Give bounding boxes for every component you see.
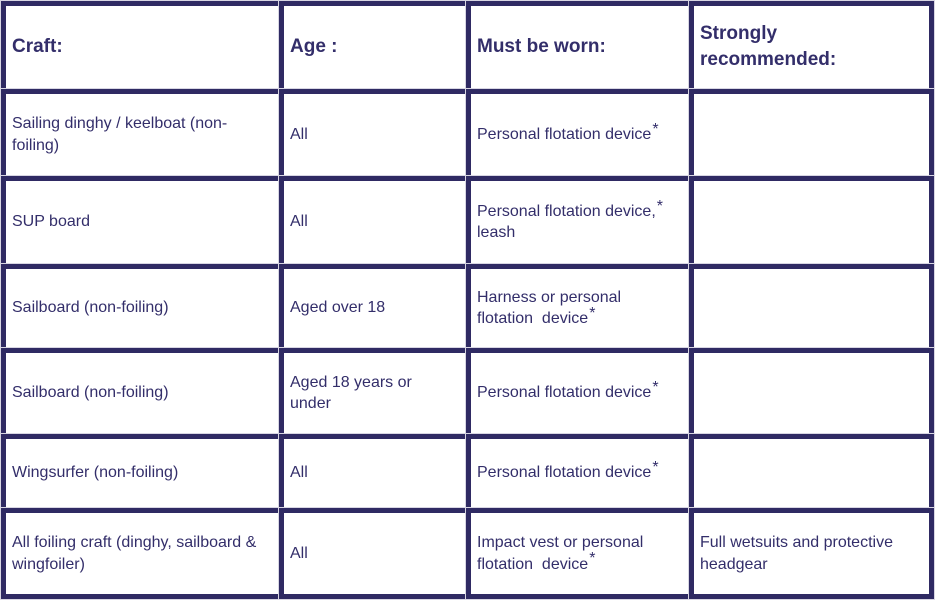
- cell-text: Sailboard (non-foiling): [12, 299, 169, 317]
- header-cell-craft: Craft:: [1, 1, 278, 88]
- cell-text: Personal flotation device*: [477, 379, 659, 403]
- header-cell-age: Age :: [279, 1, 465, 88]
- cell-age-row5: All: [279, 434, 465, 507]
- cell-craft-row6: All foiling craft (dinghy, sailboard & w…: [1, 508, 278, 599]
- cell-age-row6: All: [279, 508, 465, 599]
- cell-craft-row5: Wingsurfer (non-foiling): [1, 434, 278, 507]
- asterisk: *: [589, 304, 596, 322]
- asterisk: *: [589, 550, 596, 568]
- header-cell-must-be-worn: Must be worn:: [466, 1, 688, 88]
- cell-text: Full wetsuits and protective headgear: [700, 534, 893, 573]
- cell-worn-row1: Personal flotation device*: [466, 89, 688, 175]
- header-label-age: Age :: [290, 36, 338, 58]
- cell-text: Aged over 18: [290, 299, 386, 317]
- worn-text: Personal flotation device,: [477, 202, 656, 220]
- asterisk: *: [652, 459, 659, 477]
- cell-recommended-row2: [689, 176, 934, 263]
- cell-recommended-row1: [689, 89, 934, 175]
- header-cell-strongly-recommended: Strongly recommended:: [689, 1, 934, 88]
- cell-worn-row4: Personal flotation device*: [466, 348, 688, 433]
- cell-text: Personal flotation device,* leash: [477, 198, 680, 243]
- cell-text: Sailing dinghy / keelboat (non-foiling): [12, 115, 228, 154]
- cell-recommended-row5: [689, 434, 934, 507]
- cell-text: All: [290, 125, 308, 143]
- cell-worn-row2: Personal flotation device,* leash: [466, 176, 688, 263]
- cell-recommended-row6: Full wetsuits and protective headgear: [689, 508, 934, 599]
- cell-text: All: [290, 544, 308, 562]
- cell-worn-row6: Impact vest or personal flotation device…: [466, 508, 688, 599]
- cell-text: All: [290, 213, 308, 231]
- cell-age-row1: All: [279, 89, 465, 175]
- cell-age-row4: Aged 18 years or under: [279, 348, 465, 433]
- cell-age-row2: All: [279, 176, 465, 263]
- cell-age-row3: Aged over 18: [279, 264, 465, 347]
- cell-craft-row3: Sailboard (non-foiling): [1, 264, 278, 347]
- cell-recommended-row3: [689, 264, 934, 347]
- cell-text: Wingsurfer (non-foiling): [12, 464, 179, 482]
- worn-text: Impact vest or personal flotation device: [477, 534, 644, 573]
- cell-text: Harness or personal flotation device*: [477, 287, 680, 329]
- cell-craft-row4: Sailboard (non-foiling): [1, 348, 278, 433]
- cell-text: Personal flotation device*: [477, 459, 659, 483]
- asterisk: *: [652, 379, 659, 397]
- cell-recommended-row4: [689, 348, 934, 433]
- cell-text: Sailboard (non-foiling): [12, 384, 169, 402]
- cell-text: SUP board: [12, 213, 90, 231]
- header-label-strongly-recommended: Strongly recommended:: [700, 23, 837, 70]
- cell-text: Impact vest or personal flotation device…: [477, 532, 680, 574]
- cell-text: All foiling craft (dinghy, sailboard & w…: [12, 534, 257, 573]
- asterisk: *: [652, 120, 659, 138]
- worn-text: Personal flotation device: [477, 384, 652, 402]
- cell-worn-row3: Harness or personal flotation device*: [466, 264, 688, 347]
- cell-worn-row5: Personal flotation device*: [466, 434, 688, 507]
- worn-text-after: leash: [477, 224, 516, 241]
- cell-text: Personal flotation device*: [477, 121, 659, 145]
- worn-text: Personal flotation device: [477, 125, 652, 143]
- cell-text: Aged 18 years or under: [290, 373, 412, 412]
- asterisk: *: [656, 197, 664, 215]
- cell-text: All: [290, 464, 308, 482]
- header-label-craft: Craft:: [12, 36, 63, 58]
- worn-text: Harness or personal flotation device: [477, 288, 622, 327]
- header-label-must-be-worn: Must be worn:: [477, 36, 606, 58]
- cell-craft-row2: SUP board: [1, 176, 278, 263]
- worn-text: Personal flotation device: [477, 464, 652, 482]
- cell-craft-row1: Sailing dinghy / keelboat (non-foiling): [1, 89, 278, 175]
